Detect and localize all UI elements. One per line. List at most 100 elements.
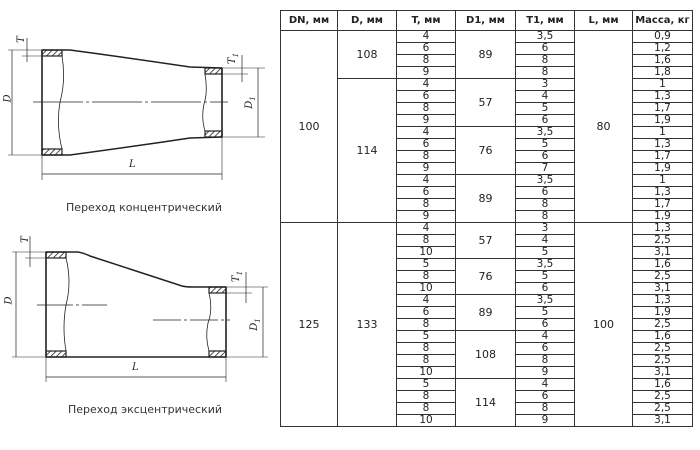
cell-t1: 3: [515, 222, 575, 235]
cell-t1: 4: [515, 90, 575, 103]
cell-d: 133: [337, 222, 397, 427]
cell-t: 4: [396, 126, 456, 139]
header-l: L, мм: [574, 10, 633, 31]
cell-t1: 3,5: [515, 126, 575, 139]
table-row: 9 6 1,9: [281, 114, 693, 127]
cell-t: 4: [396, 174, 456, 187]
cell-t1: 4: [515, 330, 575, 343]
table-row: 8 6 2,5: [281, 390, 693, 403]
cell-d1: 89: [455, 30, 516, 79]
cell-t1: 6: [515, 342, 575, 355]
cell-t1: 5: [515, 306, 575, 319]
eccentric-reducer-svg: [12, 236, 268, 382]
cell-t: 9: [396, 210, 456, 223]
cell-t: 10: [396, 282, 456, 295]
cell-dn: 100: [280, 30, 338, 223]
cell-t1: 5: [515, 138, 575, 151]
table-row: 5 108 4 1,6: [281, 330, 693, 379]
cell-t: 10: [396, 246, 456, 259]
header-d1: D1, мм: [455, 10, 516, 31]
table-row: 9 8 1,8: [281, 66, 693, 79]
cell-t1: 5: [515, 102, 575, 115]
cell-t: 5: [396, 330, 456, 343]
table-row: 114 4 57 3 1: [281, 78, 693, 223]
cell-t: 8: [396, 390, 456, 403]
cell-t: 9: [396, 162, 456, 175]
cell-d: 108: [337, 30, 397, 79]
cell-mass: 1,9: [632, 114, 693, 127]
concentric-reducer-svg: [8, 38, 265, 180]
cell-l: 80: [574, 30, 633, 223]
dimension-label-d1: D1: [243, 96, 257, 109]
cell-mass: 2,5: [632, 402, 693, 415]
cell-t1: 3: [515, 78, 575, 91]
cell-t: 8: [396, 270, 456, 283]
cell-t1: 6: [515, 318, 575, 331]
cell-t: 8: [396, 342, 456, 355]
cell-t1: 6: [515, 390, 575, 403]
cell-t: 6: [396, 90, 456, 103]
table-row: 6 5 1,9: [281, 306, 693, 319]
cell-mass: 2,5: [632, 318, 693, 331]
dimension-label-t1: T1: [227, 52, 241, 65]
cell-t1: 3,5: [515, 294, 575, 307]
cell-l: 100: [574, 222, 633, 427]
cell-d1: 57: [455, 222, 516, 259]
cell-mass: 2,5: [632, 270, 693, 283]
cell-mass: 1,7: [632, 150, 693, 163]
cell-t: 4: [396, 294, 456, 307]
cell-t1: 8: [515, 54, 575, 67]
cell-mass: 1,7: [632, 102, 693, 115]
cell-t1: 3,5: [515, 30, 575, 43]
cell-t: 10: [396, 414, 456, 427]
cell-mass: 1: [632, 78, 693, 91]
cell-t: 8: [396, 354, 456, 367]
table-row: 8 4 2,5: [281, 234, 693, 247]
table-row: 8 8 2,5: [281, 402, 693, 415]
table-header-row: DN, мм D, мм T, мм D1, мм T1, мм L, мм М…: [280, 10, 693, 31]
cell-dn: 125: [280, 222, 338, 427]
cell-t: 4: [396, 30, 456, 43]
dimension-label-t: T: [19, 236, 31, 243]
dimension-label-d1: D1: [248, 318, 262, 331]
table-row: 8 5 1,7: [281, 102, 693, 115]
table-row: 9 7 1,9: [281, 162, 693, 175]
cell-t1: 5: [515, 270, 575, 283]
header-d: D, мм: [337, 10, 397, 31]
cell-mass: 1,3: [632, 90, 693, 103]
table-row: 8 8 2,5: [281, 354, 693, 367]
cell-d1: 89: [455, 174, 516, 223]
table-row: 10 9 3,1: [281, 414, 693, 427]
cell-t: 4: [396, 222, 456, 235]
cell-d: 114: [337, 78, 397, 223]
cell-t: 8: [396, 402, 456, 415]
cell-d1: 76: [455, 126, 516, 175]
cell-mass: 1,9: [632, 210, 693, 223]
cell-t: 6: [396, 306, 456, 319]
cell-d1: 114: [455, 378, 516, 427]
dimension-label-t: T: [15, 36, 27, 43]
cell-t1: 3,5: [515, 174, 575, 187]
table-body: 100 108 4 89 3,5 80 0,9 6 6 1,2 8 8 1,6 9 8 1,8 114 4 57 3 1…: [280, 30, 693, 427]
table-row: 5 114 4 1,6: [281, 378, 693, 427]
concentric-caption: Переход концентрический: [66, 201, 222, 214]
dimension-label-l: L: [129, 159, 136, 170]
cell-t1: 5: [515, 246, 575, 259]
cell-mass: 1,9: [632, 306, 693, 319]
cell-t1: 6: [515, 42, 575, 55]
cell-mass: 1,9: [632, 162, 693, 175]
dimension-label-t1: T1: [231, 270, 245, 283]
cell-d1: 89: [455, 294, 516, 331]
cell-t1: 6: [515, 114, 575, 127]
cell-t: 5: [396, 258, 456, 271]
cell-mass: 1,3: [632, 294, 693, 307]
cell-t1: 8: [515, 354, 575, 367]
cell-t: 9: [396, 66, 456, 79]
eccentric-caption: Переход эксцентрический: [67, 403, 223, 416]
cell-t: 6: [396, 186, 456, 199]
cell-t1: 8: [515, 198, 575, 211]
cell-t1: 9: [515, 414, 575, 427]
header-dn: DN, мм: [280, 10, 338, 31]
cell-d1: 76: [455, 258, 516, 295]
cell-mass: 0,9: [632, 30, 693, 43]
